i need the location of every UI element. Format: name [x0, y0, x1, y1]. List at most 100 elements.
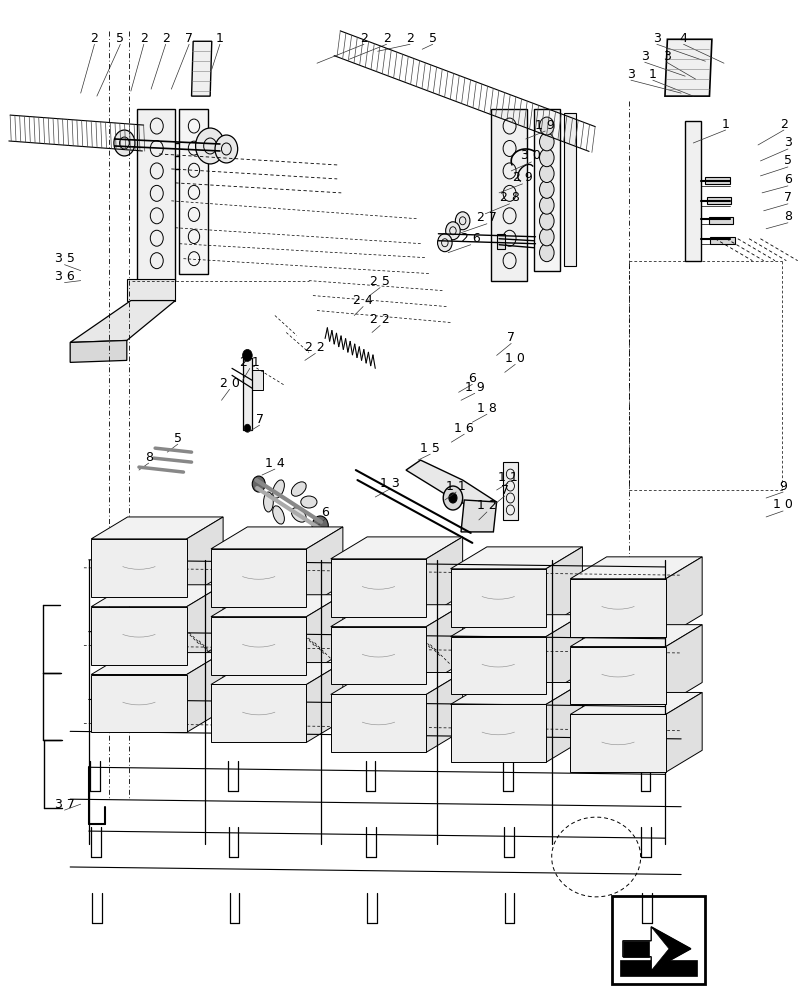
- Text: 3: 3: [662, 50, 670, 63]
- Polygon shape: [211, 549, 306, 607]
- Bar: [496, 234, 504, 249]
- Text: 3: 3: [783, 136, 791, 149]
- Bar: [611, 896, 705, 984]
- Polygon shape: [426, 673, 462, 752]
- Text: 7: 7: [500, 484, 508, 497]
- Polygon shape: [665, 625, 702, 704]
- Polygon shape: [91, 585, 223, 607]
- Polygon shape: [330, 559, 426, 617]
- Text: 3 0: 3 0: [521, 149, 541, 162]
- Text: 8: 8: [783, 210, 791, 223]
- Polygon shape: [426, 537, 462, 617]
- Text: 3 5: 3 5: [54, 252, 75, 265]
- Circle shape: [539, 133, 553, 151]
- Text: 2 5: 2 5: [370, 275, 389, 288]
- Polygon shape: [545, 547, 581, 627]
- Polygon shape: [491, 109, 526, 281]
- Polygon shape: [450, 637, 545, 694]
- Ellipse shape: [291, 508, 306, 522]
- Bar: [706, 197, 731, 204]
- Polygon shape: [187, 653, 223, 732]
- Text: 1 1: 1 1: [497, 471, 517, 484]
- Polygon shape: [187, 517, 223, 597]
- Text: 9: 9: [779, 480, 786, 493]
- Text: 3: 3: [640, 50, 648, 63]
- Bar: [705, 177, 729, 184]
- Polygon shape: [91, 675, 187, 732]
- Text: 1: 1: [721, 118, 728, 131]
- Circle shape: [539, 244, 553, 262]
- Bar: [708, 217, 732, 224]
- Text: 4: 4: [679, 32, 687, 45]
- Text: 1 8: 1 8: [476, 402, 496, 415]
- Text: 2 4: 2 4: [353, 294, 372, 307]
- Polygon shape: [306, 595, 342, 675]
- Bar: [620, 960, 697, 976]
- Text: 1 9: 1 9: [534, 119, 555, 132]
- Polygon shape: [306, 527, 342, 607]
- Circle shape: [539, 149, 553, 167]
- Polygon shape: [450, 704, 545, 762]
- Polygon shape: [211, 527, 342, 549]
- Polygon shape: [137, 109, 175, 281]
- Polygon shape: [622, 941, 648, 957]
- Text: 2: 2: [406, 32, 414, 45]
- Circle shape: [114, 130, 135, 156]
- Text: 8: 8: [144, 451, 152, 464]
- Circle shape: [539, 212, 553, 230]
- Polygon shape: [569, 714, 665, 772]
- Text: 6: 6: [468, 372, 476, 385]
- Polygon shape: [91, 517, 223, 539]
- Polygon shape: [191, 41, 212, 96]
- Bar: [242, 358, 252, 430]
- Text: 7: 7: [255, 413, 264, 426]
- Text: 1: 1: [216, 32, 224, 45]
- Text: 2: 2: [90, 32, 98, 45]
- Text: 7: 7: [507, 331, 514, 344]
- Bar: [710, 237, 734, 244]
- Polygon shape: [684, 121, 701, 261]
- Text: 2 7: 2 7: [476, 211, 496, 224]
- Polygon shape: [503, 462, 517, 520]
- Polygon shape: [70, 301, 175, 342]
- Text: 3: 3: [626, 68, 634, 81]
- Ellipse shape: [300, 496, 316, 508]
- Polygon shape: [406, 460, 496, 515]
- Ellipse shape: [291, 482, 306, 496]
- Text: 2: 2: [139, 32, 148, 45]
- Text: 7: 7: [185, 32, 193, 45]
- Text: 1 6: 1 6: [454, 422, 474, 435]
- Polygon shape: [211, 663, 342, 684]
- Polygon shape: [187, 585, 223, 665]
- Text: 5: 5: [428, 32, 436, 45]
- Circle shape: [539, 165, 553, 183]
- Text: 2: 2: [382, 32, 390, 45]
- Polygon shape: [127, 279, 175, 301]
- Text: 2 0: 2 0: [220, 377, 239, 390]
- Circle shape: [443, 486, 462, 510]
- Polygon shape: [91, 539, 187, 597]
- Polygon shape: [426, 605, 462, 684]
- Text: 2 9: 2 9: [512, 171, 532, 184]
- Text: 2 1: 2 1: [239, 356, 260, 369]
- Text: 2 2: 2 2: [370, 313, 389, 326]
- Polygon shape: [569, 579, 665, 637]
- Polygon shape: [211, 684, 306, 742]
- Polygon shape: [665, 557, 702, 637]
- Circle shape: [455, 212, 470, 230]
- Polygon shape: [330, 694, 426, 752]
- Polygon shape: [533, 109, 559, 271]
- Text: 3: 3: [652, 32, 660, 45]
- Polygon shape: [211, 595, 342, 617]
- Circle shape: [215, 135, 238, 163]
- Text: 3 6: 3 6: [54, 270, 75, 283]
- Text: 1 4: 1 4: [264, 457, 285, 470]
- Circle shape: [448, 493, 457, 503]
- Circle shape: [252, 476, 265, 492]
- Polygon shape: [91, 653, 223, 675]
- Circle shape: [539, 196, 553, 214]
- Ellipse shape: [264, 492, 273, 512]
- Text: 2 8: 2 8: [499, 191, 519, 204]
- Polygon shape: [330, 627, 426, 684]
- Polygon shape: [450, 569, 545, 627]
